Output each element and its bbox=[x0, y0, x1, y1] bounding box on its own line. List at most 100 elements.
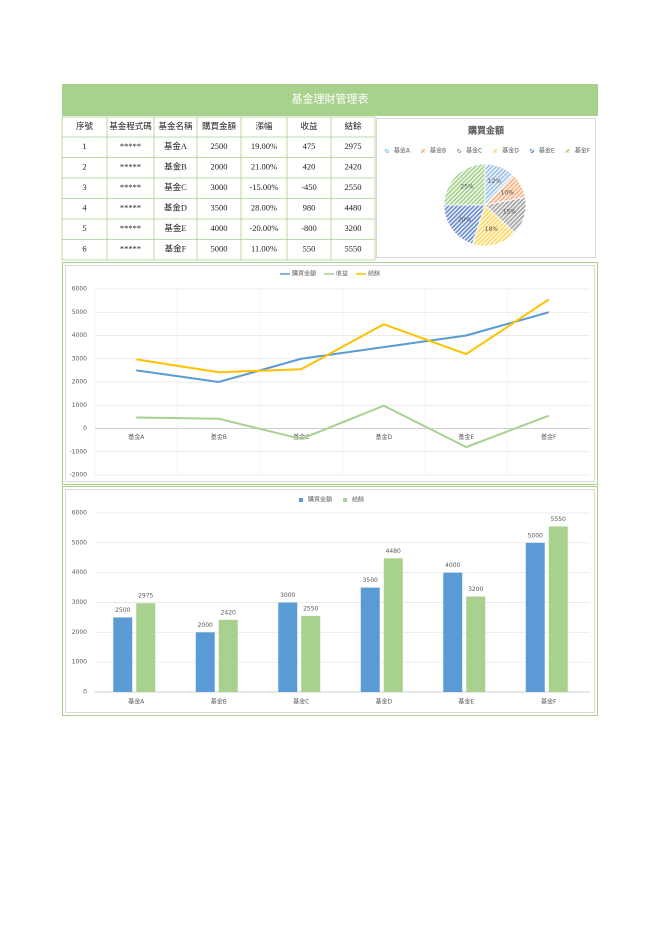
y-tick-label: 6000 bbox=[72, 510, 87, 517]
table-cell: 基金A bbox=[164, 141, 188, 151]
table-cell: ***** bbox=[120, 182, 141, 192]
x-tick-label: 基金F bbox=[541, 433, 557, 441]
x-tick-label: 基金F bbox=[541, 698, 557, 706]
y-tick-label: 3000 bbox=[72, 599, 87, 606]
table-cell: 28.00% bbox=[251, 203, 277, 213]
table-cell: 2000 bbox=[211, 162, 228, 172]
table-cell: ***** bbox=[120, 162, 141, 172]
bar bbox=[278, 602, 298, 692]
table-header: 結餘 bbox=[344, 121, 362, 131]
y-tick-label: -2000 bbox=[70, 472, 88, 479]
table-cell: ***** bbox=[120, 203, 141, 213]
data-label: 25% bbox=[460, 184, 474, 191]
legend: 購買金額 收益 結餘 bbox=[279, 270, 380, 278]
legend-swatch bbox=[298, 498, 303, 502]
table-cell: 21.00% bbox=[251, 162, 277, 172]
data-label: 5550 bbox=[551, 516, 566, 523]
series-line bbox=[136, 404, 550, 449]
legend-label: 基金B bbox=[430, 147, 446, 155]
x-tick-label: 基金B bbox=[211, 433, 227, 441]
y-tick-label: 6000 bbox=[72, 286, 87, 293]
legend-label: 購買金額 bbox=[308, 496, 332, 504]
legend-label: 基金F bbox=[575, 147, 591, 155]
table-header: 序號 bbox=[76, 121, 94, 131]
table-cell: 5 bbox=[82, 223, 86, 233]
legend-label: 結餘 bbox=[352, 496, 364, 504]
table-cell: 19.00% bbox=[251, 141, 277, 151]
table-cell: 4480 bbox=[345, 203, 362, 213]
data-label: 20% bbox=[458, 216, 472, 223]
table-cell: 基金F bbox=[165, 244, 187, 254]
legend-swatch bbox=[420, 149, 425, 153]
x-tick-label: 基金A bbox=[128, 433, 145, 441]
x-tick-label: 基金D bbox=[375, 698, 392, 706]
table-cell: -20.00% bbox=[249, 223, 278, 233]
table-cell: 基金E bbox=[164, 223, 186, 233]
table-cell: ***** bbox=[120, 223, 141, 233]
bar bbox=[443, 572, 463, 692]
legend-swatch bbox=[384, 149, 389, 153]
x-tick-label: 基金E bbox=[458, 433, 474, 441]
data-label: 10% bbox=[501, 189, 515, 196]
table-header: 基金名稱 bbox=[158, 121, 193, 131]
table-cell: 基金D bbox=[164, 203, 187, 213]
legend-label: 結餘 bbox=[368, 270, 380, 278]
data-label: 4480 bbox=[386, 548, 401, 555]
table-cell: 2550 bbox=[345, 182, 362, 192]
table-cell: 3500 bbox=[211, 203, 228, 213]
data-label: 18% bbox=[485, 226, 499, 233]
pie-slice bbox=[443, 204, 486, 245]
legend-label: 基金E bbox=[539, 147, 555, 155]
table-cell: 550 bbox=[303, 244, 316, 254]
series-line bbox=[136, 311, 550, 383]
y-tick-label: 2000 bbox=[72, 379, 87, 386]
table-cell: 基金C bbox=[164, 182, 187, 192]
x-tick-label: 基金B bbox=[211, 698, 227, 706]
bar bbox=[466, 596, 486, 692]
legend-swatch bbox=[529, 149, 534, 153]
bar-box-outer bbox=[62, 486, 598, 716]
legend-label: 基金A bbox=[394, 147, 411, 155]
line-box bbox=[65, 265, 595, 482]
data-label: 4000 bbox=[445, 562, 460, 569]
table-cell: 4000 bbox=[211, 223, 228, 233]
x-tick-label: 基金C bbox=[293, 698, 309, 706]
legend-label: 基金D bbox=[502, 147, 519, 155]
y-tick-label: 0 bbox=[83, 425, 87, 432]
data-label: 12% bbox=[488, 178, 502, 185]
bar bbox=[301, 615, 321, 692]
y-tick-label: 0 bbox=[83, 689, 87, 696]
table-cell: 2 bbox=[82, 162, 86, 172]
table-header: 購買金額 bbox=[202, 121, 237, 131]
table-cell: 2500 bbox=[211, 141, 228, 151]
data-label: 2000 bbox=[198, 622, 213, 629]
legend: 購買金額 結餘 bbox=[298, 496, 364, 504]
y-tick-label: -1000 bbox=[70, 448, 88, 455]
legend-swatch bbox=[565, 149, 570, 153]
data-label: 2975 bbox=[138, 593, 153, 600]
data-label: 2500 bbox=[115, 607, 130, 614]
legend-swatch bbox=[493, 149, 498, 153]
table-cell: 2975 bbox=[345, 141, 362, 151]
table-cell: 5000 bbox=[211, 244, 228, 254]
x-tick-label: 基金A bbox=[128, 698, 145, 706]
chart-title: 購買金額 bbox=[467, 125, 504, 137]
legend-label: 購買金額 bbox=[292, 270, 316, 278]
table-cell: ***** bbox=[120, 141, 141, 151]
y-tick-label: 4000 bbox=[72, 569, 87, 576]
bar bbox=[525, 542, 545, 692]
bar bbox=[113, 617, 133, 692]
data-label: 3000 bbox=[280, 592, 295, 599]
data-label: 3200 bbox=[468, 586, 483, 593]
table-header: 漲幅 bbox=[255, 121, 273, 131]
data-label: 3500 bbox=[363, 577, 378, 584]
header-bar bbox=[62, 84, 598, 116]
legend-swatch bbox=[343, 498, 347, 502]
table-cell: 11.00% bbox=[251, 244, 277, 254]
y-tick-label: 5000 bbox=[72, 539, 87, 546]
table-cell: 5550 bbox=[345, 244, 362, 254]
line-box-outer bbox=[62, 262, 598, 485]
y-tick-label: 1000 bbox=[72, 659, 87, 666]
pie-slice bbox=[443, 163, 486, 206]
table-header: 收益 bbox=[300, 121, 318, 131]
